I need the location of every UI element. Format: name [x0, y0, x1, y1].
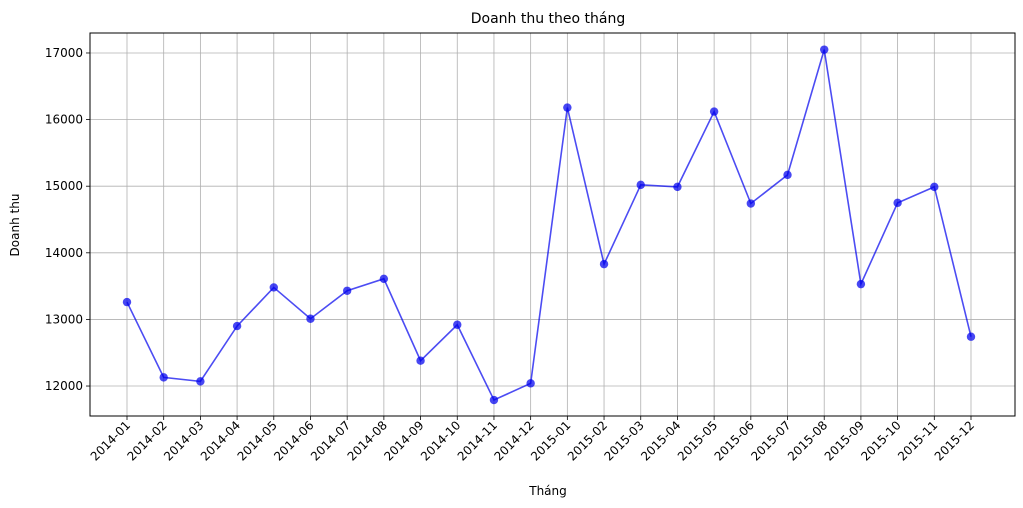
data-point: [196, 377, 205, 386]
data-point: [232, 321, 242, 331]
y-tick-label: 15000: [45, 179, 83, 193]
grid: [90, 33, 1015, 416]
y-axis-title: Doanh thu: [8, 194, 22, 257]
series-line: [126, 49, 972, 402]
line-layer: [126, 49, 972, 402]
data-point: [856, 279, 866, 289]
data-point: [636, 180, 645, 190]
x-tick-label: 2015-12: [932, 418, 977, 463]
data-point: [379, 274, 389, 283]
data-point: [489, 395, 499, 405]
y-tick-label: 16000: [45, 113, 83, 127]
y-axis: 12000 13000 14000 15000 16000 17000: [45, 46, 90, 393]
data-point: [526, 379, 535, 388]
data-point: [122, 297, 132, 307]
y-tick-label: 13000: [45, 312, 83, 326]
x-axis-title: Tháng: [528, 484, 567, 498]
data-point: [306, 314, 315, 323]
data-point: [966, 332, 976, 341]
y-tick-label: 17000: [45, 46, 83, 60]
y-tick-label: 12000: [45, 379, 83, 393]
points: [122, 45, 976, 405]
data-point: [159, 373, 168, 382]
data-point: [673, 182, 682, 192]
plot-frame: [89, 32, 1016, 417]
x-axis: 2014-012014-022014-032014-042014-052014-…: [88, 416, 977, 464]
data-point: [930, 182, 939, 192]
data-point: [893, 198, 902, 208]
data-point: [783, 170, 792, 180]
data-point: [416, 356, 425, 365]
data-point: [563, 103, 572, 112]
data-point: [709, 107, 719, 116]
data-point: [342, 286, 352, 295]
data-point: [453, 320, 462, 329]
data-point: [746, 199, 756, 208]
data-point: [269, 283, 278, 292]
data-point: [599, 259, 609, 269]
data-point: [820, 45, 829, 54]
chart-title: Doanh thu theo tháng: [471, 11, 626, 27]
y-tick-label: 14000: [45, 246, 83, 260]
